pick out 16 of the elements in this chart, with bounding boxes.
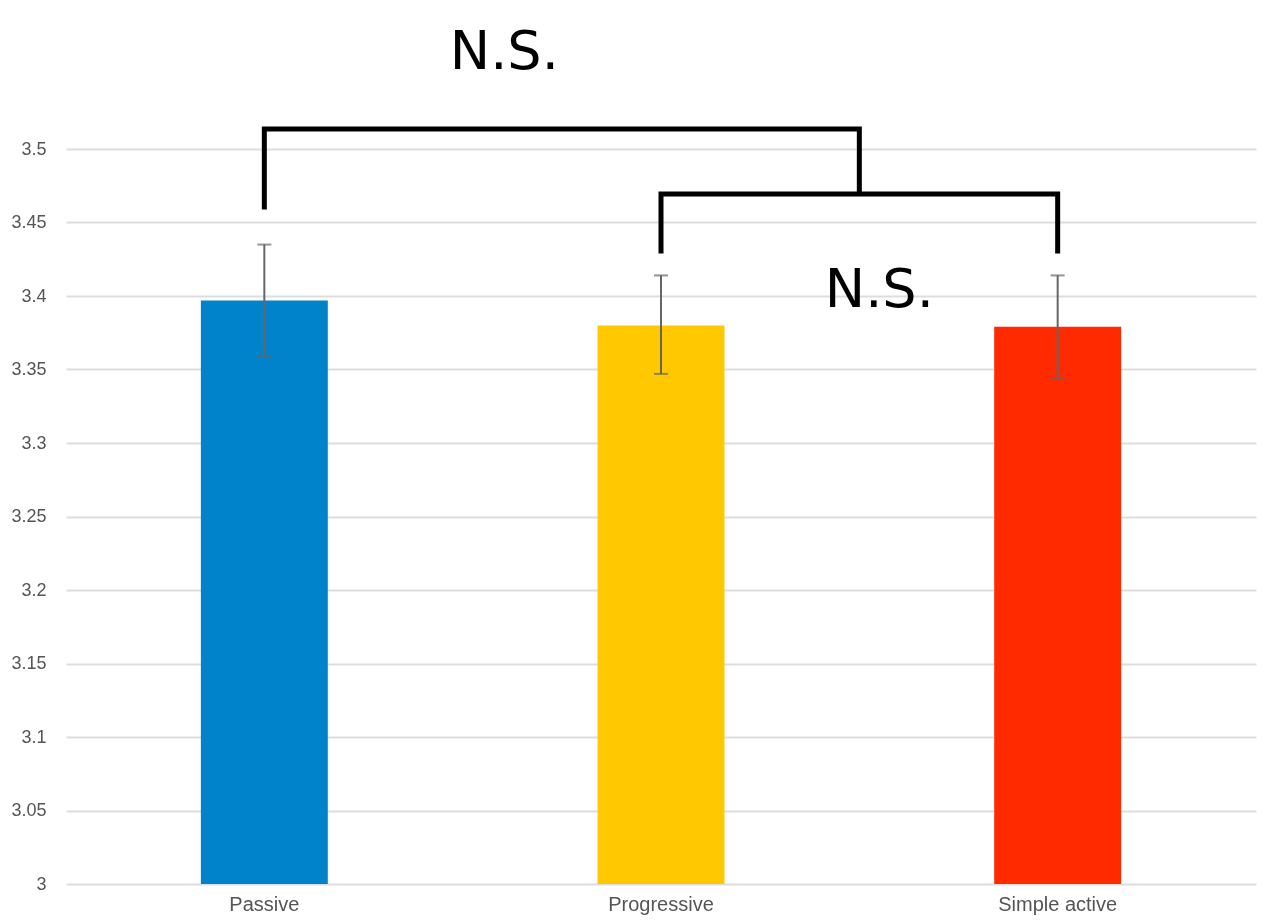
y-tick-label: 3.05: [11, 800, 47, 820]
y-tick-label: 3.2: [21, 579, 47, 600]
y-tick-label: 3.45: [11, 212, 47, 232]
y-tick-label: 3.15: [11, 653, 47, 673]
y-tick-label: 3.5: [21, 138, 47, 159]
y-tick-label: 3: [36, 873, 47, 894]
text: N.S.: [449, 19, 559, 82]
x-tick-label: Passive: [229, 892, 300, 915]
y-tick-label: 3.35: [11, 359, 47, 379]
y-tick-label: 3.3: [21, 432, 47, 453]
y-tick-label: 3.25: [11, 506, 47, 526]
x-tick-label: Progressive: [608, 892, 714, 915]
annotation: N.S.: [824, 257, 934, 321]
y-tick-label: 3.4: [21, 285, 47, 306]
x-tick-label: Simple active: [998, 892, 1118, 915]
y-tick-label: 3.1: [21, 726, 47, 747]
